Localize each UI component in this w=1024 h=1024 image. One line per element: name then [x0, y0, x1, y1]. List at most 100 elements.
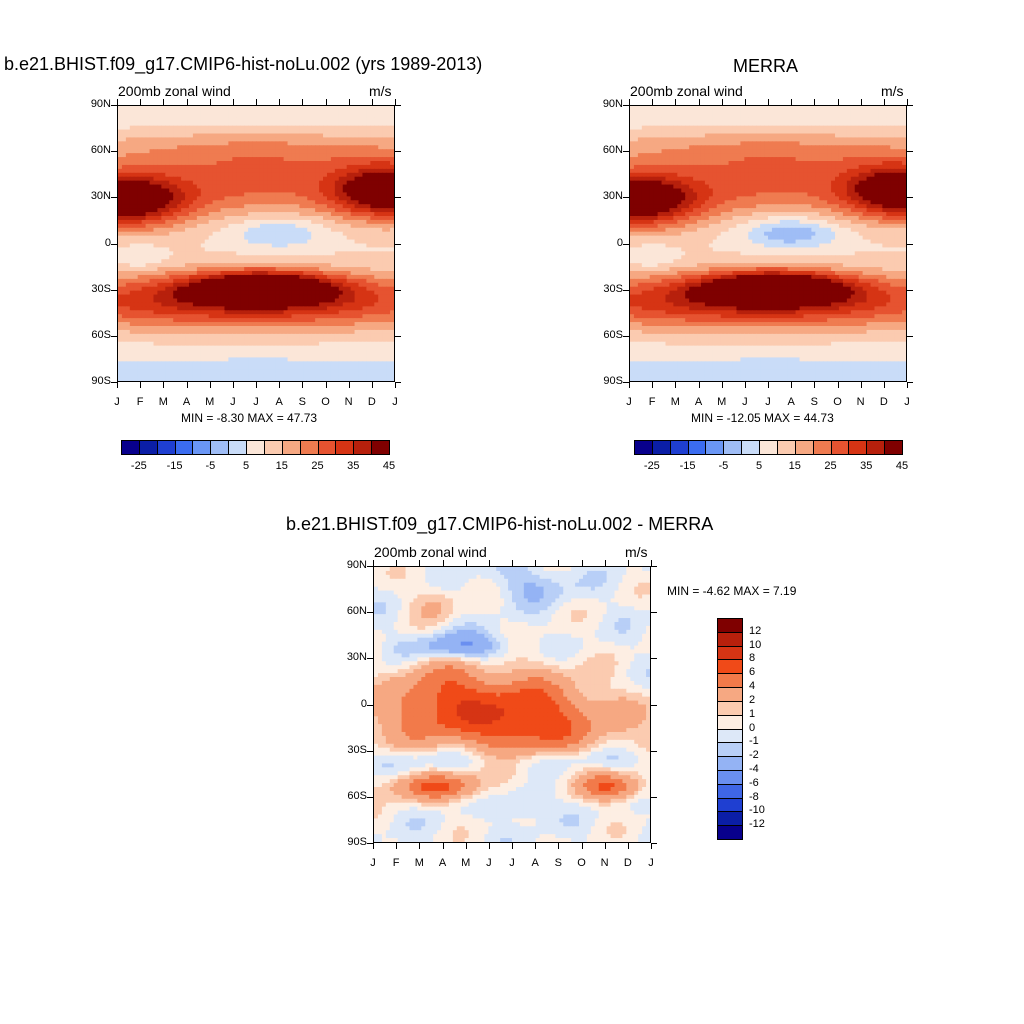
heatmap-cell	[224, 341, 229, 347]
heatmap-cell	[192, 188, 198, 194]
heatmap-cell	[129, 310, 135, 315]
heatmap-cell	[208, 255, 214, 260]
heatmap-cell	[188, 153, 194, 158]
heatmap-cell	[319, 369, 324, 374]
heatmap-cell	[287, 227, 293, 233]
heatmap-cell	[169, 231, 174, 237]
heatmap-cell	[354, 306, 360, 311]
heatmap-cell	[196, 216, 202, 221]
heatmap-cell	[267, 133, 273, 139]
heatmap-cell	[220, 329, 226, 335]
heatmap-cell	[212, 361, 218, 366]
heatmap-cell	[323, 286, 328, 292]
heatmap-cell	[334, 141, 340, 146]
heatmap-cell	[192, 298, 198, 304]
heatmap-cell	[244, 318, 249, 323]
heatmap-cell	[181, 141, 186, 146]
heatmap-cell	[185, 267, 190, 272]
heatmap-cell	[133, 294, 139, 300]
heatmap-cell	[354, 208, 360, 213]
heatmap-cell	[259, 369, 265, 374]
heatmap-cell	[157, 184, 162, 190]
heatmap-cell	[181, 298, 186, 304]
heatmap-cell	[311, 164, 316, 170]
heatmap-cell	[311, 322, 316, 327]
heatmap-cell	[165, 274, 170, 280]
heatmap-cell	[346, 290, 352, 296]
heatmap-cell	[378, 125, 383, 131]
heatmap-cell	[153, 251, 159, 256]
heatmap-cell	[200, 377, 206, 381]
heatmap-cell	[307, 322, 312, 327]
heatmap-cell	[362, 235, 367, 241]
heatmap-cell	[133, 125, 139, 131]
heatmap-cell	[181, 239, 186, 245]
heatmap-cell	[137, 157, 143, 162]
heatmap-cell	[240, 369, 245, 374]
heatmap-cell	[133, 345, 139, 351]
heatmap-cell	[169, 180, 174, 186]
heatmap-cell	[232, 184, 237, 190]
heatmap-cell	[346, 282, 352, 288]
heatmap-cell	[145, 129, 151, 135]
heatmap-cell	[236, 373, 241, 378]
heatmap-cell	[157, 282, 162, 288]
heatmap-cell	[334, 231, 340, 237]
heatmap-cell	[173, 235, 178, 241]
heatmap-cell	[350, 310, 356, 315]
heatmap-cell	[263, 216, 269, 221]
heatmap-cell	[307, 106, 312, 111]
heatmap-cell	[311, 345, 316, 351]
heatmap-cell	[283, 192, 289, 197]
heatmap-cell	[374, 329, 379, 335]
heatmap-cell	[212, 161, 218, 166]
heatmap-cell	[307, 184, 312, 190]
heatmap-cell	[169, 129, 174, 135]
heatmap-cell	[118, 251, 123, 256]
heatmap-cell	[137, 153, 143, 158]
heatmap-cell	[200, 204, 206, 209]
heatmap-cell	[129, 149, 135, 154]
heatmap-cell	[259, 318, 265, 323]
heatmap-cell	[173, 239, 178, 245]
heatmap-cell	[382, 168, 387, 174]
heatmap-cell	[220, 263, 226, 268]
heatmap-cell	[370, 377, 375, 381]
heatmap-cell	[252, 188, 257, 194]
heatmap-cell	[216, 145, 222, 150]
heatmap-cell	[346, 168, 352, 174]
heatmap-cell	[118, 168, 123, 174]
heatmap-cell	[378, 145, 383, 150]
heatmap-cell	[311, 329, 316, 335]
heatmap-cell	[244, 231, 249, 237]
heatmap-cell	[137, 329, 143, 335]
heatmap-cell	[323, 188, 328, 194]
heatmap-cell	[188, 361, 194, 366]
heatmap-cell	[370, 267, 375, 272]
heatmap-cell	[248, 267, 253, 272]
heatmap-cell	[358, 133, 364, 139]
heatmap-cell	[346, 164, 352, 170]
heatmap-cell	[279, 216, 285, 221]
heatmap-cell	[157, 310, 162, 315]
heatmap-cell	[236, 314, 241, 319]
heatmap-cell	[228, 361, 233, 366]
heatmap-cell	[291, 239, 297, 245]
heatmap-cell	[279, 286, 285, 292]
heatmap-cell	[157, 192, 162, 197]
heatmap-cell	[125, 267, 131, 272]
heatmap-cell	[177, 125, 182, 131]
heatmap-cell	[390, 306, 394, 311]
heatmap-cell	[256, 365, 261, 370]
heatmap-cell	[236, 322, 241, 327]
heatmap-cell	[173, 349, 178, 355]
heatmap-cell	[275, 290, 281, 296]
heatmap-cell	[141, 239, 147, 245]
heatmap-cell	[121, 133, 127, 139]
heatmap-cell	[299, 161, 304, 166]
heatmap-cell	[192, 251, 198, 256]
heatmap-cell	[263, 329, 269, 335]
heatmap-cell	[185, 274, 190, 280]
heatmap-cell	[319, 345, 324, 351]
heatmap-cell	[232, 216, 237, 221]
